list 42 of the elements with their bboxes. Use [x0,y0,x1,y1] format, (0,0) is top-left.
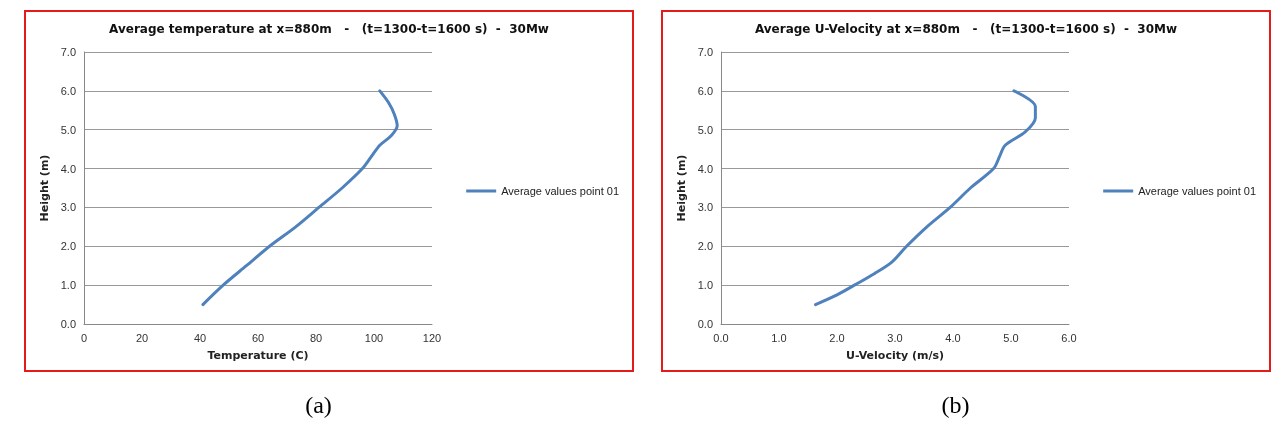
x-tick-label: 3.0 [887,331,903,344]
y-axis-title: Height (m) [37,154,51,222]
chart-title: Average U-Velocity at x=880m - (t=1300-t=1600 s) - 30Mw [754,22,1178,36]
x-tick-label: 40 [193,331,207,344]
y-tick-label: 2.0 [697,240,713,253]
y-tick-label: 5.0 [60,123,76,136]
x-tick-label: 2.0 [829,331,845,344]
line-series [814,89,1037,307]
line-series [201,89,399,307]
y-tick-label: 7.0 [60,46,76,58]
y-tick-label: 1.0 [60,279,76,292]
x-tick-label: 0 [80,331,88,344]
x-tick-label: 80 [309,331,323,344]
y-tick-label: 3.0 [697,201,713,214]
legend-label: Average values point 01 [1138,185,1256,197]
y-tick-label: 3.0 [60,201,76,214]
y-tick-label: 6.0 [697,84,713,97]
x-tick-label: 20 [135,331,149,344]
y-tick-label: 0.0 [697,318,713,330]
y-tick-label: 1.0 [697,279,713,292]
x-tick-label: 120 [422,331,442,344]
y-tick-label: 4.0 [697,162,713,175]
x-axis-title: Temperature (C) [207,349,309,362]
x-tick-label: 60 [251,331,265,344]
x-tick-label: 5.0 [1003,331,1019,344]
x-tick-label: 6.0 [1061,331,1077,344]
x-tick-label: 4.0 [945,331,961,344]
chart-title: Average temperature at x=880m - (t=1300-t=1600 s) - 30Mw [109,22,549,36]
text: (b) [940,392,971,419]
x-axis-title: U-Velocity (m/s) [845,349,945,362]
y-tick-label: 2.0 [60,240,76,253]
y-axis-title: Height (m) [674,154,688,222]
x-tick-label: 0.0 [713,331,729,344]
y-tick-label: 5.0 [697,123,713,136]
x-tick-label: 1.0 [771,331,787,344]
y-tick-label: 6.0 [60,84,76,97]
text: (a) [304,392,333,419]
x-tick-label: 100 [364,331,384,344]
y-tick-label: 0.0 [60,318,76,330]
y-tick-label: 7.0 [697,46,713,58]
y-tick-label: 4.0 [60,162,76,175]
legend-label: Average values point 01 [501,185,619,197]
